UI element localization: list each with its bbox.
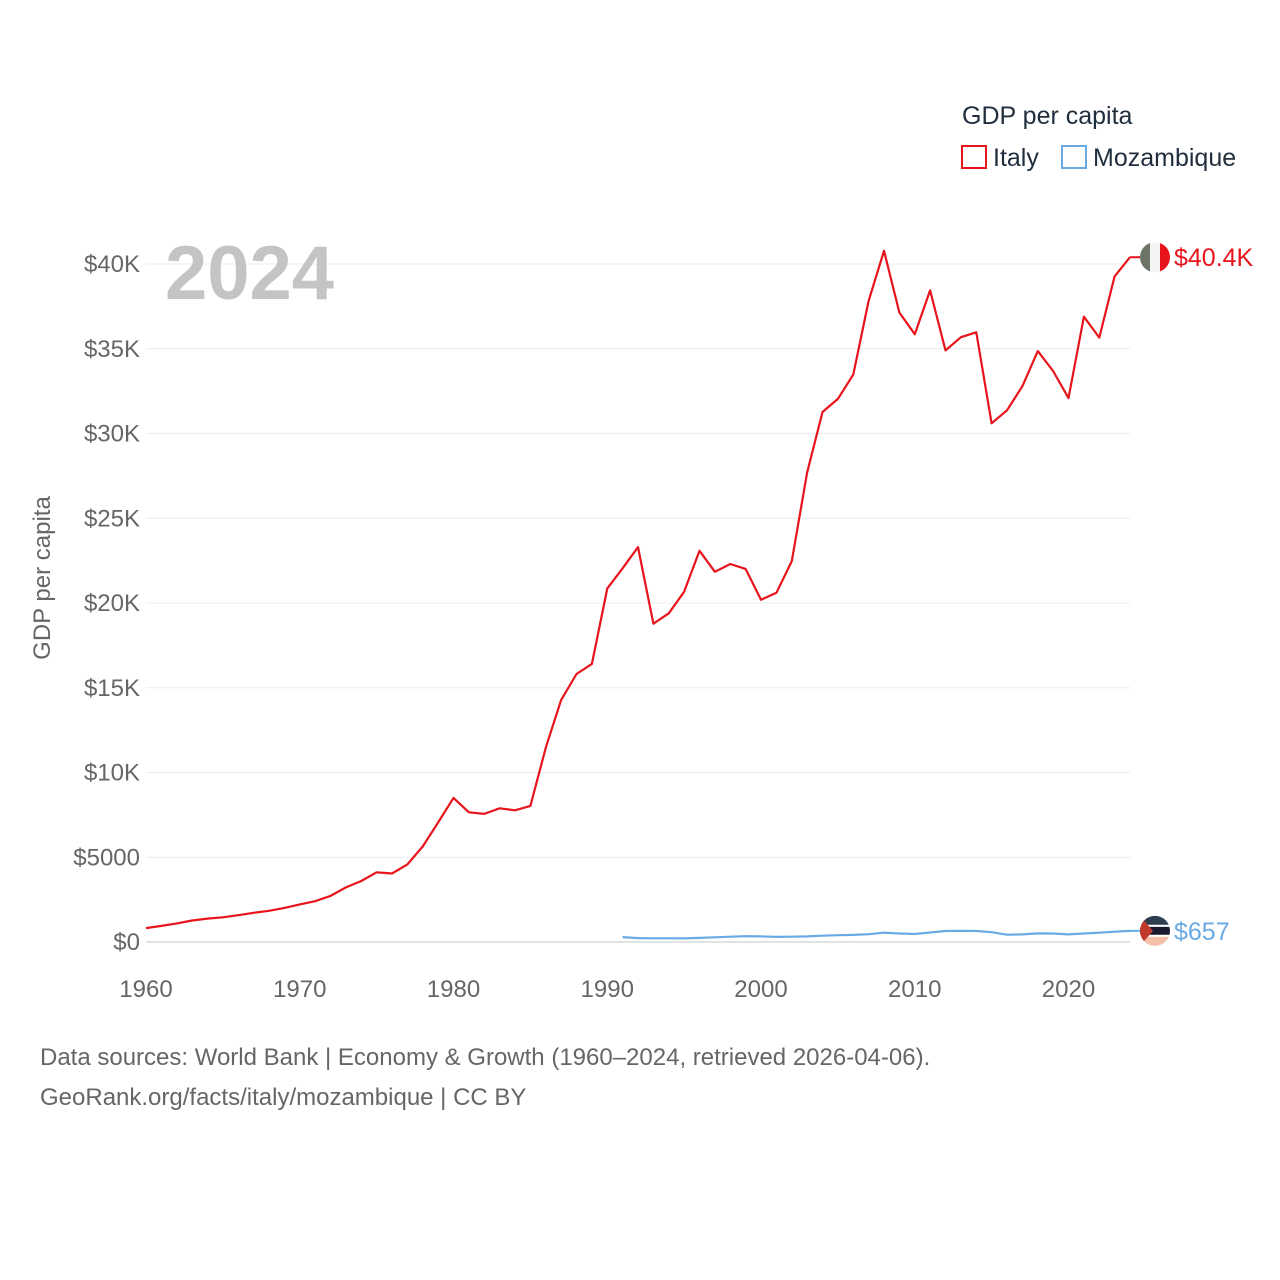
series-lines: [145, 249, 1131, 940]
italy-flag-icon: [1140, 242, 1170, 273]
y-tick-label: $10K: [84, 760, 140, 787]
series-end-labels: $40.4K $657: [1130, 242, 1254, 946]
x-tick-label: 2010: [888, 976, 941, 1003]
grid-lines: [146, 263, 1130, 943]
y-tick-label: $0: [113, 929, 140, 956]
legend-label-italy: Italy: [993, 144, 1039, 172]
x-axis-ticks: 1960 1970 1980 1990 2000 2010 2020: [119, 976, 1095, 1003]
legend-title: GDP per capita: [962, 102, 1133, 130]
footer-credit: GeoRank.org/facts/italy/mozambique | CC …: [40, 1084, 527, 1111]
footer-source: Data sources: World Bank | Economy & Gro…: [40, 1044, 931, 1071]
y-tick-label: $20K: [84, 590, 140, 617]
legend-swatch-mozambique: [1061, 145, 1087, 169]
x-tick-label: 1970: [273, 976, 326, 1003]
y-tick-label: $40K: [84, 251, 140, 278]
x-tick-label: 1990: [581, 976, 634, 1003]
end-label-italy: $40.4K: [1174, 244, 1254, 272]
y-axis-title: GDP per capita: [29, 496, 56, 660]
legend-item-italy[interactable]: Italy: [961, 144, 1039, 172]
year-label: 2024: [165, 231, 334, 316]
y-tick-label: $25K: [84, 505, 140, 532]
y-tick-label: $30K: [84, 421, 140, 448]
legend-item-mozambique[interactable]: Mozambique: [1061, 144, 1236, 172]
x-tick-label: 1960: [119, 976, 172, 1003]
y-tick-label: $15K: [84, 675, 140, 702]
x-tick-label: 2000: [734, 976, 787, 1003]
end-label-mozambique: $657: [1174, 918, 1230, 946]
y-tick-label: $5000: [73, 844, 140, 871]
y-tick-label: $35K: [84, 336, 140, 363]
x-tick-label: 1980: [427, 976, 480, 1003]
mozambique-flag-icon: [1140, 915, 1170, 946]
series-line-italy: [145, 249, 1131, 930]
legend: GDP per capita Italy Mozambique: [961, 102, 1236, 172]
legend-label-mozambique: Mozambique: [1093, 144, 1236, 172]
y-axis-ticks: $0 $5000 $10K $15K $20K $25K $30K $35K $40K: [73, 251, 140, 956]
x-tick-label: 2020: [1042, 976, 1095, 1003]
series-line-mozambique: [622, 929, 1131, 940]
legend-swatch-italy: [961, 145, 987, 169]
